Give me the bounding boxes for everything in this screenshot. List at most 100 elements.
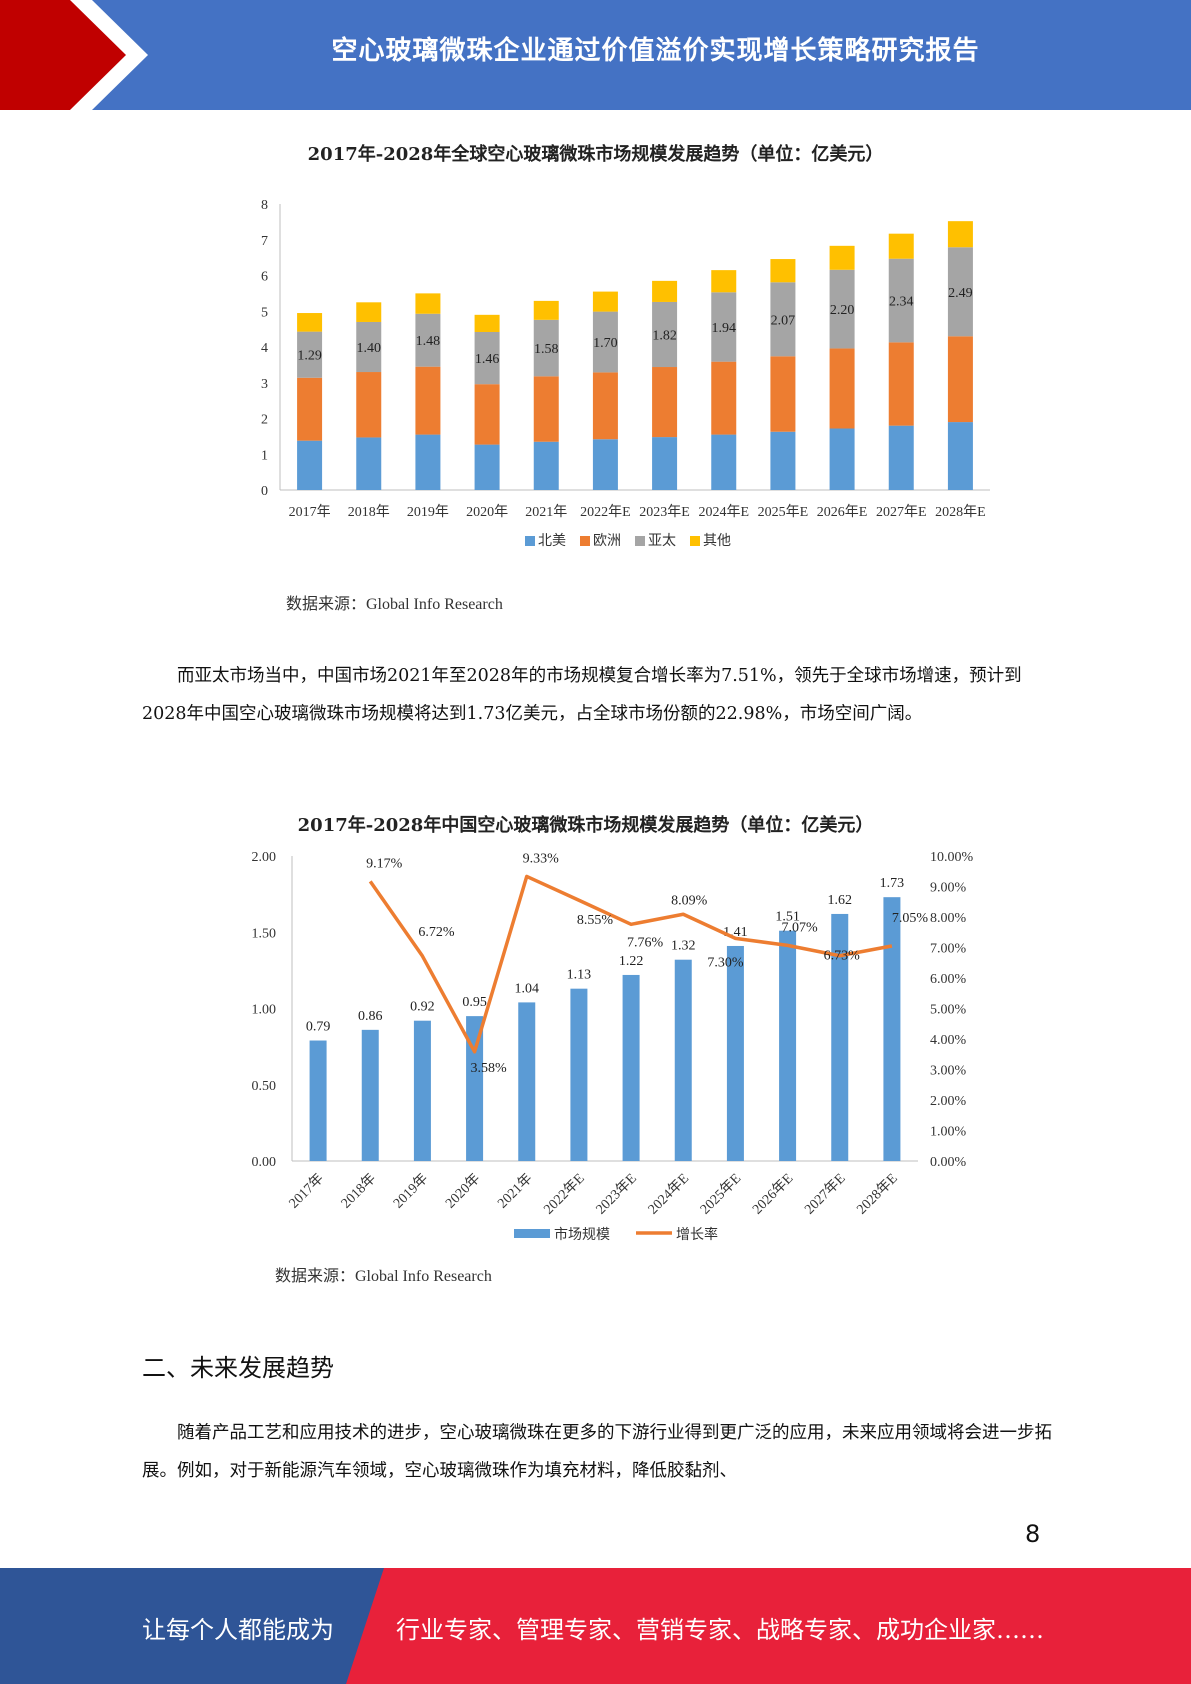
chart1-data-label: 1.29 — [297, 349, 322, 364]
chart2-line-label: 9.33% — [523, 851, 560, 866]
chart1-legend-label: 亚太 — [648, 533, 676, 549]
chart2-line-label: 6.72% — [418, 925, 455, 940]
chart1-x-tick-label: 2018年 — [348, 504, 390, 520]
chart2-bar-label: 0.86 — [358, 1009, 383, 1024]
chart2-x-tick-label: 2023年E — [593, 1171, 640, 1218]
chart2-x-tick-label: 2020年 — [442, 1171, 483, 1212]
chart1-x-tick-label: 2023年E — [639, 504, 690, 520]
chart1-bar-segment — [533, 300, 559, 320]
header-blue-band — [0, 0, 1191, 110]
chart1-y-tick-label: 3 — [261, 377, 268, 392]
chart1-bar-segment — [947, 336, 973, 423]
chart1-bar-segment — [711, 434, 737, 490]
chart1-bar-segment — [533, 441, 559, 490]
chart2-bar — [518, 1002, 536, 1161]
chart1-bar-segment — [947, 247, 973, 337]
chart2-bar-label: 0.79 — [306, 1020, 331, 1035]
chart1-data-label: 1.58 — [534, 342, 559, 357]
chart2-growth-line — [368, 874, 893, 1054]
chart2-bar-label: 1.22 — [619, 954, 644, 969]
chart2-bar — [883, 897, 901, 1161]
chart1-bar-segment — [652, 367, 678, 438]
chart1-legend-label: 北美 — [538, 533, 566, 549]
footer-red-band — [346, 1568, 1191, 1684]
chart2-x-tick-label: 2019年 — [390, 1171, 431, 1212]
chart1-data-label: 2.20 — [830, 303, 855, 318]
chart1-y-tick-label: 0 — [261, 484, 268, 499]
chart1-bar-segment — [297, 440, 323, 490]
footer-slogan-right: 行业专家、管理专家、营销专家、战略专家、成功企业家…… — [396, 1616, 1044, 1644]
chart1-x-tick-label: 2022年E — [580, 504, 631, 520]
chart2-bar-label: 1.73 — [880, 876, 905, 891]
chart2-x-tick-label: 2028年E — [854, 1171, 901, 1218]
chart2-bar — [413, 1020, 431, 1161]
chart1-x-tick-label: 2024年E — [698, 504, 749, 520]
chart1-bar-segment — [770, 431, 796, 490]
chart2-bar-label: 1.04 — [515, 981, 540, 996]
chart2-x-tick-label: 2022年E — [541, 1171, 588, 1218]
chart1-bar-segment — [533, 376, 559, 442]
page-header: 空心玻璃微珠企业通过价值溢价实现增长策略研究报告 — [0, 0, 1191, 110]
chart1-bar-segment — [592, 311, 618, 373]
chart2-title: 2017年-2028年中国空心玻璃微珠市场规模发展趋势（单位：亿美元） — [297, 815, 874, 836]
chart1-bar-segment — [415, 434, 441, 490]
chart1-x-tick-label: 2028年E — [935, 504, 986, 520]
chart2-bar — [726, 945, 744, 1161]
chart2-bar-label: 1.62 — [828, 893, 853, 908]
chart2-line-label: 7.05% — [892, 911, 929, 926]
chart2-line-label: 7.07% — [781, 920, 818, 935]
paragraph-future-trends: 随着产品工艺和应用技术的进步，空心玻璃微珠在更多的下游行业得到更广泛的应用，未来… — [142, 1423, 1052, 1481]
chart1-bar-segment — [415, 366, 441, 435]
chart1-legend-label: 其他 — [703, 533, 731, 549]
chart2-bar — [309, 1040, 327, 1161]
chart2-bar — [779, 930, 797, 1161]
chart1-y-tick-label: 5 — [261, 305, 268, 320]
chart1-bar-segment — [888, 425, 914, 490]
chart2-source: 数据来源：Global Info Research — [275, 1268, 492, 1285]
china-market-combo-chart: 0.00 0.50 1.00 1.50 2.00 0.00% 1.00% 2.00% 3.00%… — [252, 850, 974, 1243]
section-heading: 二、未来发展趋势 — [142, 1354, 334, 1382]
chart2-y-right-tick-label: 9.00% — [930, 881, 967, 896]
chart2-x-tick-label: 2017年 — [286, 1171, 327, 1212]
chart1-x-tick-label: 2026年E — [817, 504, 868, 520]
chart1-bar-segment — [474, 444, 500, 490]
chart1-bar-segment — [947, 422, 973, 490]
chart2-bar-label: 1.51 — [775, 910, 800, 925]
chart1-bar-segment — [829, 428, 855, 490]
chart1-legend-swatch — [525, 536, 535, 546]
chart2-y-left-tick-label: 0.50 — [252, 1079, 277, 1094]
chart2-line-label: 8.55% — [577, 913, 614, 928]
chart2-line-label: 3.58% — [470, 1061, 507, 1076]
chart2-y-right-tick-label: 0.00% — [930, 1155, 967, 1170]
chart1-bar-segment — [829, 245, 855, 270]
chart2-y-left-tick-label: 1.50 — [252, 926, 277, 941]
chart2-x-tick-label: 2026年E — [749, 1171, 796, 1218]
chart1-legend-swatch — [690, 536, 700, 546]
chart1-y-tick-label: 8 — [261, 198, 268, 213]
chart1-bar-segment — [297, 377, 323, 441]
chart1-bar-segment — [592, 439, 618, 490]
chart1-bar-segment — [592, 291, 618, 312]
chart1-bar-segment — [711, 292, 737, 362]
chart2-bar-label: 1.13 — [567, 968, 592, 983]
chart1-bar-segment — [474, 384, 500, 445]
header-banner-graphic — [0, 0, 1191, 110]
chart1-bar-segment — [356, 437, 382, 490]
chart1-bar-segment — [356, 302, 382, 322]
chart1-bar-segment — [474, 331, 500, 385]
footer-banner-graphic — [0, 1568, 1191, 1684]
chart1-legend-label: 欧洲 — [593, 533, 621, 549]
chart1-bar-segment — [888, 233, 914, 259]
chart2-line-label: 6.73% — [824, 949, 861, 964]
chart2-line-label: 7.30% — [707, 955, 744, 970]
footer-slogan-left: 让每个人都能成为 — [142, 1616, 334, 1644]
chart1-legend-swatch — [580, 536, 590, 546]
chart2-y-right-tick-label: 6.00% — [930, 972, 967, 987]
chart1-data-label: 1.46 — [475, 352, 500, 367]
chart2-bar — [622, 974, 640, 1161]
chart2-legend-label: 市场规模 — [554, 1226, 610, 1243]
global-market-stacked-bar-chart: 0 1 2 3 4 5 6 7 8 1.29 2017年 1.40 2018年 1.48 2019年 1.46… — [261, 198, 990, 549]
paragraph-china-market: 而亚太市场当中，中国市场2021年至2028年的市场规模复合增长率为7.51%，… — [142, 666, 1022, 724]
chart2-y-right-tick-label: 2.00% — [930, 1094, 967, 1109]
chart1-data-label: 1.70 — [593, 336, 618, 351]
